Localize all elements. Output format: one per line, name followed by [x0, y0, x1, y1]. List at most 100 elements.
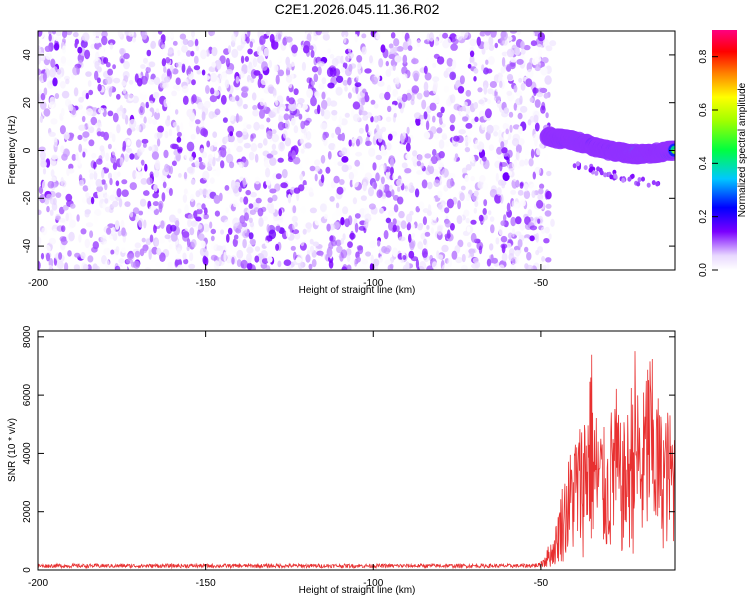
noise-speckle — [375, 31, 382, 40]
noise-speckle — [164, 130, 169, 139]
noise-speckle — [510, 189, 517, 195]
noise-speckle — [422, 216, 427, 226]
noise-speckle — [392, 64, 396, 71]
noise-speckle — [241, 86, 249, 93]
noise-speckle — [121, 189, 129, 197]
noise-speckle — [110, 154, 117, 164]
noise-speckle — [171, 90, 178, 97]
noise-speckle — [95, 178, 103, 188]
noise-speckle — [112, 174, 119, 180]
noise-speckle — [320, 154, 326, 164]
colorbar-tick-label: 0.2 — [698, 209, 709, 223]
noise-speckle — [322, 131, 327, 141]
noise-speckle — [265, 167, 271, 178]
noise-speckle — [65, 31, 73, 36]
noise-speckle — [200, 49, 207, 60]
snr-panel: -200 -150 -100 -50 0 2000 4000 6000 8000 Height… — [7, 325, 676, 596]
noise-speckle — [238, 186, 242, 193]
noise-speckle — [107, 68, 113, 76]
noise-speckle — [421, 179, 428, 189]
noise-speckle — [470, 219, 477, 225]
noise-speckle — [517, 112, 523, 120]
noise-speckle — [128, 79, 134, 85]
noise-speckle — [572, 163, 577, 169]
noise-speckle — [78, 96, 84, 103]
noise-speckle — [109, 178, 113, 186]
noise-speckle — [190, 178, 196, 185]
noise-speckle — [449, 71, 457, 81]
noise-speckle — [153, 91, 160, 98]
noise-speckle — [509, 124, 513, 133]
noise-speckle — [60, 176, 64, 186]
noise-speckle — [432, 76, 440, 83]
noise-speckle — [126, 139, 131, 146]
noise-speckle — [502, 172, 510, 182]
noise-speckle — [434, 94, 440, 104]
noise-speckle — [411, 224, 416, 229]
noise-speckle — [481, 64, 485, 72]
noise-speckle — [175, 77, 181, 85]
noise-speckle — [42, 72, 47, 83]
noise-speckle — [191, 239, 197, 248]
noise-speckle — [81, 115, 86, 123]
noise-speckle — [136, 77, 143, 87]
noise-speckle — [415, 259, 419, 269]
noise-speckle — [195, 85, 202, 91]
noise-speckle — [437, 225, 443, 236]
noise-speckle — [104, 198, 109, 204]
noise-speckle — [449, 124, 455, 132]
noise-speckle — [327, 48, 332, 54]
noise-speckle — [412, 150, 418, 157]
noise-speckle — [406, 126, 410, 135]
noise-speckle — [501, 183, 506, 189]
noise-speckle — [208, 31, 215, 37]
noise-speckle — [368, 130, 372, 136]
noise-speckle — [167, 49, 173, 55]
noise-speckle — [483, 84, 488, 95]
noise-speckle — [53, 43, 60, 51]
noise-speckle — [105, 61, 111, 68]
noise-speckle — [177, 146, 183, 152]
noise-speckle — [392, 172, 399, 182]
noise-speckle — [341, 132, 345, 142]
noise-speckle — [461, 264, 468, 270]
noise-speckle — [103, 57, 109, 64]
noise-speckle — [465, 164, 472, 171]
noise-speckle — [520, 40, 525, 50]
noise-speckle — [140, 159, 145, 166]
noise-speckle — [520, 82, 526, 91]
noise-speckle — [244, 56, 249, 62]
noise-speckle — [119, 48, 125, 55]
noise-speckle — [300, 148, 305, 154]
noise-speckle — [334, 144, 339, 153]
noise-speckle — [262, 216, 268, 221]
noise-speckle — [347, 241, 353, 249]
noise-speckle — [266, 117, 271, 123]
noise-speckle — [384, 91, 391, 101]
noise-speckle — [333, 159, 338, 166]
noise-speckle — [91, 152, 97, 159]
noise-speckle — [297, 97, 305, 104]
noise-speckle — [236, 145, 243, 153]
noise-speckle — [520, 105, 528, 113]
noise-speckle — [430, 212, 438, 220]
noise-speckle — [166, 115, 171, 121]
noise-speckle — [484, 31, 492, 36]
noise-speckle — [544, 153, 548, 163]
noise-speckle — [503, 107, 509, 114]
noise-speckle — [347, 92, 352, 99]
noise-speckle — [197, 101, 204, 110]
noise-speckle — [425, 120, 430, 131]
noise-speckle — [189, 227, 195, 236]
noise-speckle — [441, 244, 449, 253]
noise-speckle — [310, 80, 315, 86]
noise-speckle — [464, 147, 471, 153]
noise-speckle — [68, 163, 74, 170]
noise-speckle — [157, 31, 163, 35]
noise-speckle — [78, 143, 83, 153]
noise-speckle — [532, 171, 536, 180]
noise-speckle — [152, 118, 158, 125]
noise-speckle — [366, 112, 373, 118]
noise-speckle — [181, 63, 186, 73]
noise-speckle — [517, 239, 523, 248]
